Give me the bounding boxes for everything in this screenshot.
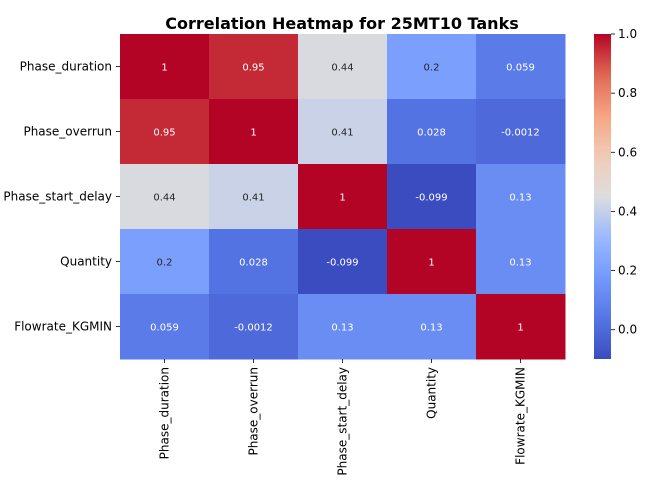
cell-value-label: 0.059 — [506, 63, 535, 74]
heatmap-cell — [298, 229, 388, 295]
column-label: Flowrate_KGMIN — [514, 367, 528, 465]
cell-value-label: 0.95 — [153, 128, 175, 139]
heatmap-cell — [209, 99, 299, 165]
row-labels: Phase_duration Phase_overrun Phase_start_d… — [3, 60, 120, 334]
heatmap-cell — [387, 229, 477, 295]
heatmap-cells: 1 0.95 0.44 0.2 0.059 0.95 1 0.41 0.028 -0.0012 0.… — [120, 34, 566, 360]
heatmap-cell — [476, 294, 566, 360]
cell-value-label: 0.13 — [509, 258, 531, 269]
cell-value-label: 1 — [250, 128, 256, 139]
heatmap-cell — [120, 164, 210, 230]
column-label: Quantity — [425, 367, 439, 419]
heatmap-cell — [476, 34, 566, 100]
heatmap-cell — [387, 164, 477, 230]
row-label: Phase_overrun — [23, 125, 112, 139]
cell-value-label: 0.2 — [157, 258, 173, 269]
heatmap-cell — [120, 34, 210, 100]
cell-value-label: 0.41 — [242, 193, 264, 204]
heatmap-cell — [120, 294, 210, 360]
colorbar-tick-label: 1.0 — [618, 27, 637, 41]
column-label: Phase_duration — [158, 367, 172, 459]
cell-value-label: -0.0012 — [234, 323, 273, 334]
heatmap-cell — [387, 294, 477, 360]
heatmap-cell — [298, 34, 388, 100]
heatmap-cell — [298, 294, 388, 360]
heatmap-cell — [298, 164, 388, 230]
cell-value-label: -0.0012 — [501, 128, 540, 139]
column-labels: Phase_duration Phase_overrun Phase_start_d… — [158, 359, 528, 476]
cell-value-label: 0.13 — [509, 193, 531, 204]
colorbar-gradient — [594, 34, 611, 359]
colorbar-tick-label: 0.6 — [618, 145, 637, 159]
cell-value-label: 0.059 — [150, 323, 179, 334]
heatmap-cell — [476, 164, 566, 230]
cell-value-label: 0.028 — [417, 128, 446, 139]
column-label: Phase_overrun — [247, 367, 261, 456]
cell-value-label: 1 — [517, 323, 523, 334]
cell-value-label: 1 — [339, 193, 345, 204]
cell-value-label: 1 — [428, 258, 434, 269]
row-label: Quantity — [60, 255, 112, 269]
colorbar-tick-label: 0.2 — [618, 264, 637, 278]
cell-value-label: 0.41 — [331, 128, 353, 139]
cell-value-label: 0.028 — [239, 258, 268, 269]
colorbar-tick-label: 0.4 — [618, 204, 637, 218]
chart-title: Correlation Heatmap for 25MT10 Tanks — [165, 14, 518, 33]
heatmap-cell — [387, 99, 477, 165]
heatmap-cell — [298, 99, 388, 165]
colorbar: 0.0 0.2 0.4 0.6 0.8 1.0 — [594, 27, 637, 359]
row-label: Flowrate_KGMIN — [14, 320, 112, 334]
heatmap-cell — [387, 34, 477, 100]
heatmap-cell — [120, 99, 210, 165]
heatmap-cell — [120, 229, 210, 295]
cell-value-label: 0.13 — [331, 323, 353, 334]
cell-value-label: 0.13 — [420, 323, 442, 334]
heatmap-cell — [209, 294, 299, 360]
column-label: Phase_start_delay — [336, 367, 350, 476]
cell-value-label: 1 — [161, 63, 167, 74]
colorbar-tick-label: 0.8 — [618, 86, 637, 100]
heatmap-cell — [476, 99, 566, 165]
row-label: Phase_duration — [20, 60, 112, 74]
heatmap-cell — [476, 229, 566, 295]
colorbar-tick-label: 0.0 — [618, 323, 637, 337]
cell-value-label: -0.099 — [415, 193, 447, 204]
cell-value-label: 0.95 — [242, 63, 264, 74]
cell-value-label: 0.44 — [331, 63, 353, 74]
row-label: Phase_start_delay — [3, 190, 112, 204]
cell-value-label: 0.44 — [153, 193, 175, 204]
heatmap-cell — [209, 34, 299, 100]
cell-value-label: 0.2 — [424, 63, 440, 74]
heatmap-cell — [209, 229, 299, 295]
cell-value-label: -0.099 — [326, 258, 358, 269]
heatmap-cell — [209, 164, 299, 230]
